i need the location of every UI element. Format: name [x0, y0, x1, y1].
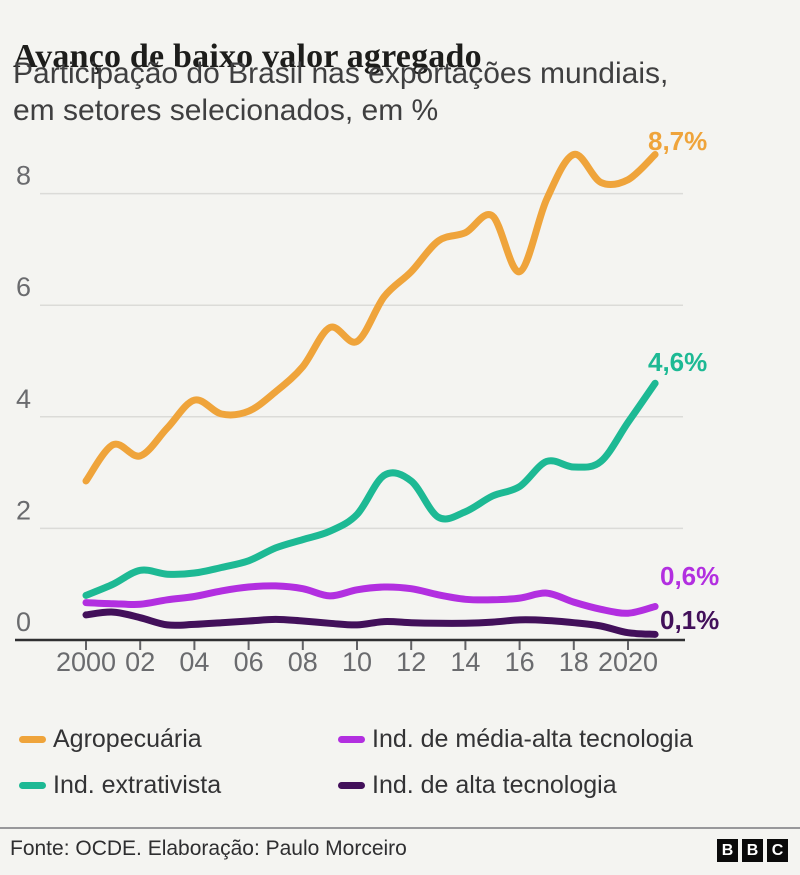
x-tick-label: 06: [234, 647, 264, 677]
line-0: [82, 151, 659, 485]
y-tick-label: 6: [16, 272, 31, 302]
x-tick-label: 14: [450, 647, 480, 677]
x-tick-label: 2020: [598, 647, 658, 677]
chart-subtitle: Participação do Brasil nas exportações m…: [13, 57, 669, 127]
footer-divider: [0, 827, 800, 829]
bbc-logo-block-b1: B: [717, 839, 738, 862]
legend-item-extrativista: Ind. extrativista: [19, 770, 221, 800]
end-value-label-2: 0,6%: [660, 561, 719, 591]
end-value-label-3: 0,1%: [660, 605, 719, 635]
legend-label: Agropecuária: [53, 724, 202, 753]
bbc-logo: B B C: [717, 839, 788, 862]
source-credit: Fonte: OCDE. Elaboração: Paulo Morceiro: [10, 837, 407, 860]
legend-swatch-alta-tecnologia: [338, 781, 365, 789]
y-tick-label: 2: [16, 495, 31, 525]
y-tick-label: 4: [16, 384, 31, 414]
x-tick-label: 16: [505, 647, 535, 677]
line-1: [82, 379, 659, 599]
legend-item-alta-tecnologia: Ind. de alta tecnologia: [338, 770, 617, 800]
bbc-logo-block-c: C: [767, 839, 788, 862]
x-tick-label: 12: [396, 647, 426, 677]
legend-label: Ind. de alta tecnologia: [372, 770, 617, 799]
legend-label: Ind. extrativista: [53, 770, 222, 799]
legend-item-media-alta-tecnologia: Ind. de média-alta tecnologia: [338, 724, 693, 754]
x-tick-label: 02: [125, 647, 155, 677]
page-title: Avanço de baixo valor agregado: [13, 37, 482, 75]
y-tick-label: 8: [16, 161, 31, 191]
line-2: [82, 582, 659, 617]
legend-swatch-agropecuaria: [19, 735, 46, 743]
legend-swatch-media-alta-tecnologia: [338, 735, 365, 743]
x-tick-label: 2000: [56, 647, 116, 677]
x-tick-label: 10: [342, 647, 372, 677]
legend-swatch-extrativista: [19, 781, 46, 789]
end-value-label-0: 8,7%: [648, 126, 707, 156]
end-value-label-1: 4,6%: [648, 347, 707, 377]
y-tick-label: 0: [16, 607, 31, 637]
legend-item-agropecuaria: Agropecuária: [19, 724, 202, 754]
legend-label: Ind. de média-alta tecnologia: [372, 724, 694, 753]
x-tick-label: 08: [288, 647, 318, 677]
line-3: [82, 608, 659, 638]
bbc-logo-block-b2: B: [742, 839, 763, 862]
x-tick-label: 04: [179, 647, 209, 677]
x-tick-label: 18: [559, 647, 589, 677]
